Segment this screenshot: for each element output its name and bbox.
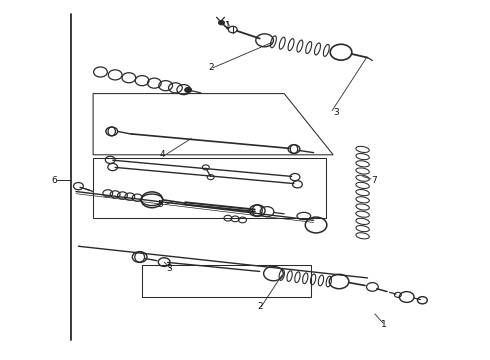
Text: 5: 5 [158,200,164,209]
Text: 6: 6 [51,176,57,185]
Text: 3: 3 [167,264,172,273]
Text: 7: 7 [371,176,377,185]
Text: 1: 1 [225,21,231,30]
Text: 2: 2 [208,63,214,72]
Text: 3: 3 [333,108,339,117]
Circle shape [219,21,224,25]
Text: 2: 2 [257,302,263,311]
Circle shape [185,87,192,93]
Text: 4: 4 [159,150,165,159]
Text: 1: 1 [381,320,387,329]
